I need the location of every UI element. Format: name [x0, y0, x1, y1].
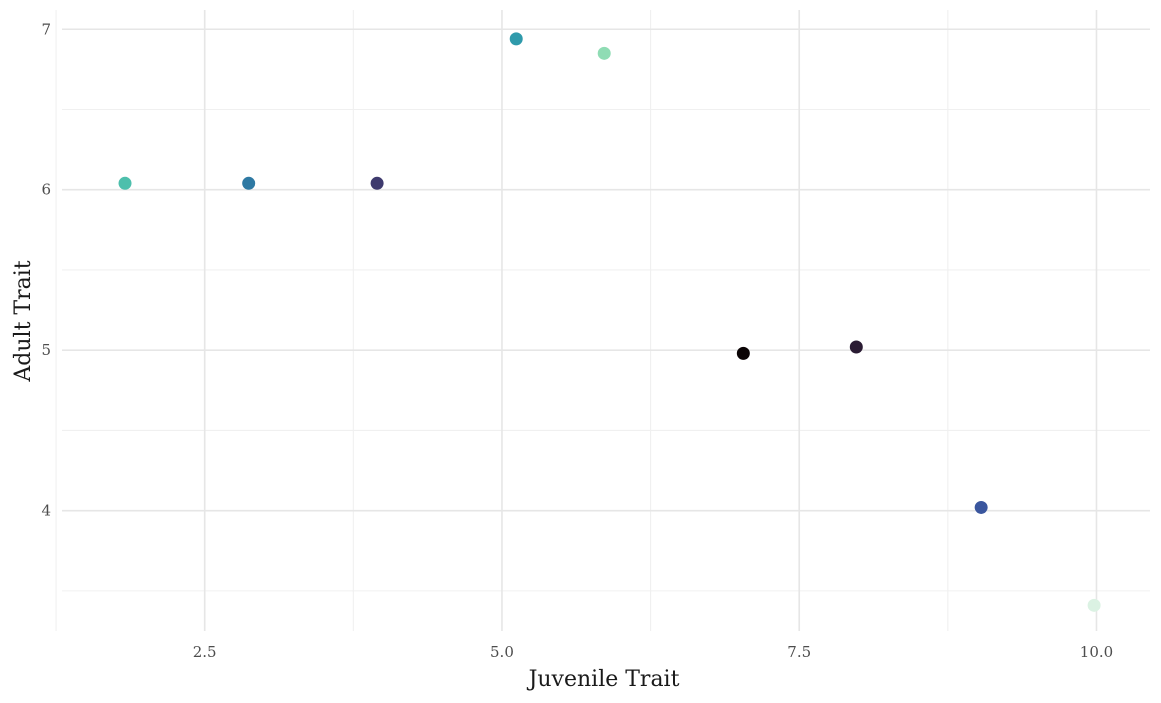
x-tick-label: 5.0 — [490, 643, 514, 661]
x-tick-label: 7.5 — [787, 643, 811, 661]
data-point — [509, 32, 523, 46]
x-axis-title: Juvenile Trait — [527, 667, 680, 692]
data-point — [597, 46, 611, 60]
x-axis-ticks: 2.5 5.0 7.5 10.0 — [193, 643, 1113, 661]
y-axis-ticks: 4 5 6 7 — [41, 20, 51, 519]
y-tick-label: 7 — [41, 20, 51, 38]
data-point — [242, 176, 256, 190]
y-tick-label: 5 — [41, 341, 51, 359]
data-points — [118, 32, 1101, 612]
data-point — [849, 340, 863, 354]
x-tick-label: 10.0 — [1080, 643, 1113, 661]
y-tick-label: 6 — [41, 181, 51, 199]
grid — [55, 10, 1150, 631]
data-point — [736, 346, 750, 360]
y-tick-label: 4 — [41, 502, 51, 520]
y-axis-title: Adult Trait — [11, 260, 36, 382]
data-point — [370, 176, 384, 190]
data-point — [1087, 598, 1101, 612]
data-point — [974, 500, 988, 514]
data-point — [118, 176, 132, 190]
x-tick-label: 2.5 — [193, 643, 217, 661]
